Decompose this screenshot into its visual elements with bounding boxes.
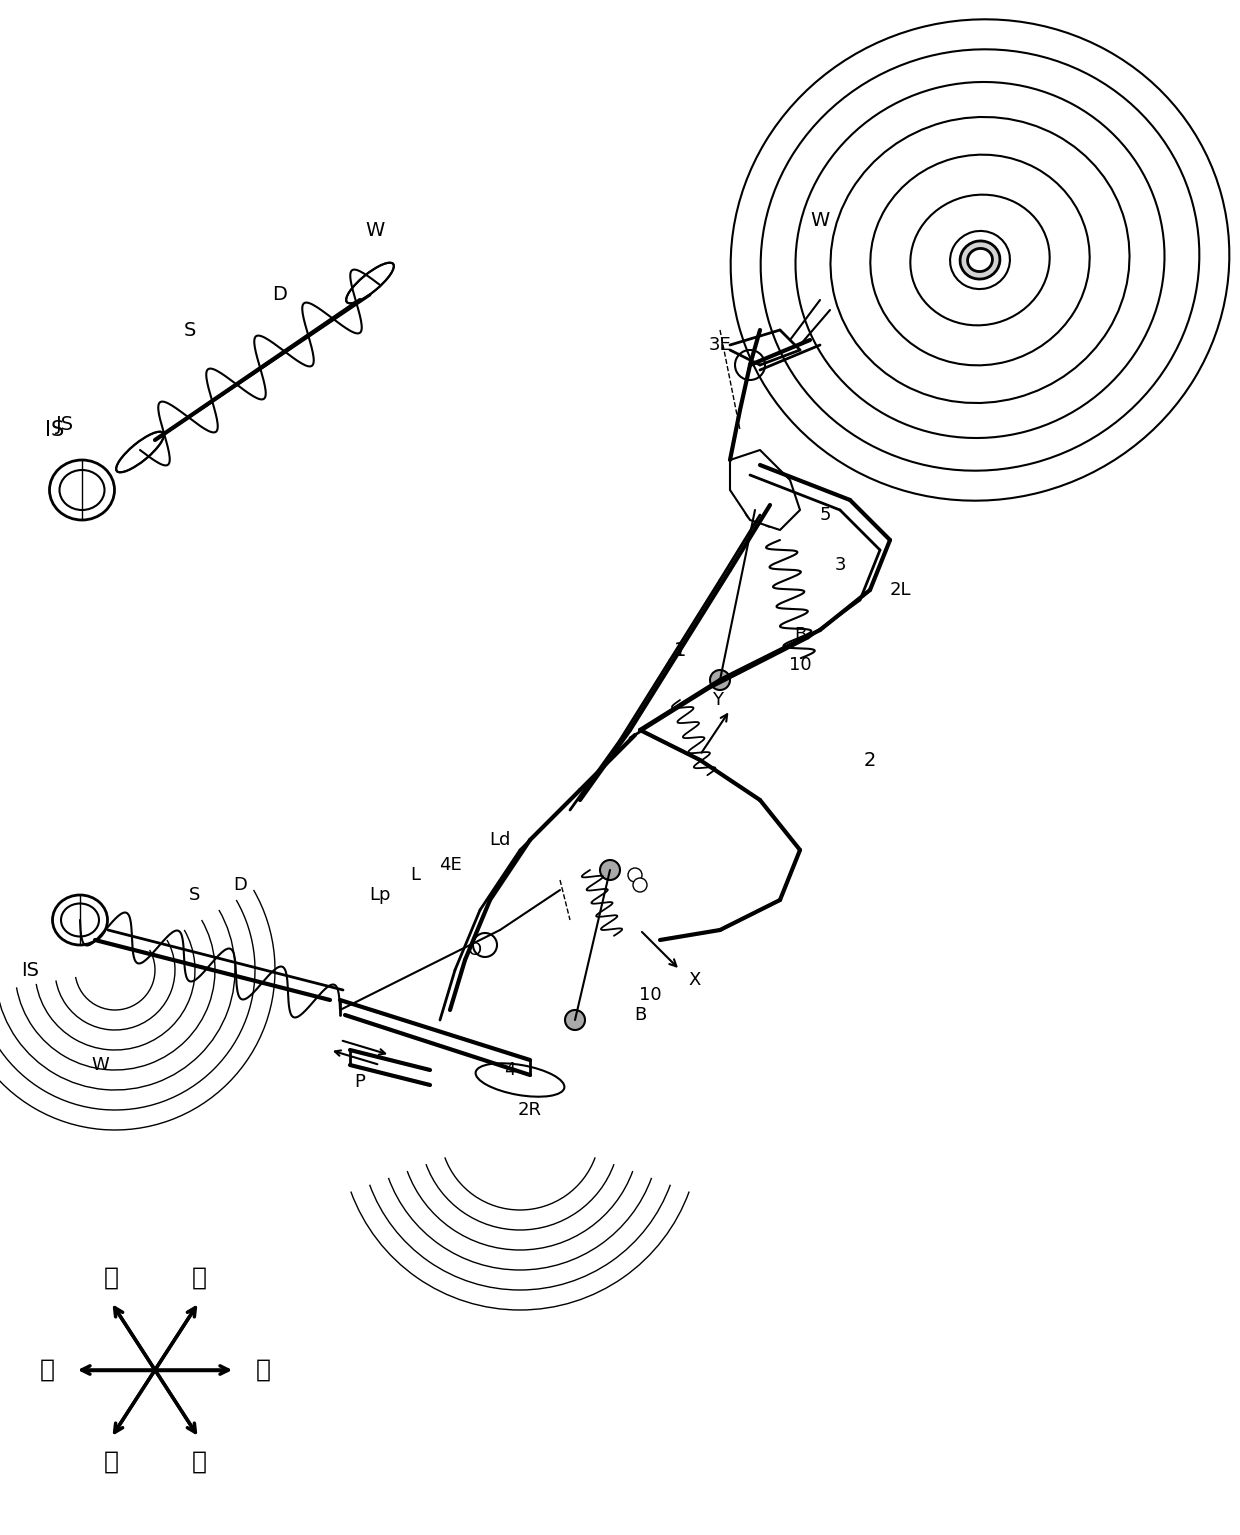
- Text: W: W: [811, 210, 830, 230]
- Text: IS: IS: [46, 421, 64, 441]
- Ellipse shape: [960, 241, 999, 279]
- Circle shape: [565, 1010, 585, 1030]
- Text: 2L: 2L: [889, 582, 910, 599]
- Text: S: S: [190, 886, 201, 904]
- Text: O: O: [467, 941, 482, 959]
- Text: 3: 3: [835, 556, 846, 574]
- Circle shape: [627, 867, 642, 883]
- Circle shape: [711, 669, 730, 691]
- Text: 右: 右: [103, 1451, 119, 1474]
- Text: 上: 上: [40, 1358, 55, 1382]
- Text: 2R: 2R: [518, 1101, 542, 1119]
- Text: B: B: [794, 626, 806, 645]
- Text: IS: IS: [21, 961, 38, 979]
- Text: Y: Y: [713, 691, 723, 709]
- Text: 前: 前: [191, 1451, 207, 1474]
- Ellipse shape: [50, 460, 114, 520]
- Text: 5: 5: [820, 507, 831, 523]
- Text: 下: 下: [255, 1358, 270, 1382]
- Text: 10: 10: [789, 655, 811, 674]
- Ellipse shape: [967, 249, 992, 272]
- Text: 1: 1: [673, 640, 686, 660]
- Text: 10: 10: [639, 985, 661, 1004]
- Text: Lp: Lp: [370, 886, 391, 904]
- Text: 后: 后: [103, 1266, 119, 1289]
- Text: B: B: [634, 1005, 646, 1024]
- Circle shape: [763, 513, 777, 527]
- Text: JS: JS: [56, 416, 74, 434]
- Ellipse shape: [52, 895, 108, 946]
- Circle shape: [745, 500, 765, 520]
- Text: 2: 2: [864, 751, 877, 769]
- Text: P: P: [355, 1073, 366, 1091]
- Ellipse shape: [117, 431, 164, 473]
- Ellipse shape: [346, 262, 394, 304]
- Circle shape: [600, 860, 620, 880]
- Text: W: W: [91, 1056, 109, 1074]
- Text: 4: 4: [505, 1061, 516, 1079]
- Text: S: S: [184, 321, 196, 339]
- Text: D: D: [233, 876, 247, 893]
- Text: W: W: [366, 221, 384, 239]
- Text: 3E: 3E: [708, 336, 732, 355]
- Text: L: L: [410, 866, 420, 884]
- Circle shape: [753, 503, 768, 517]
- Text: X: X: [688, 972, 701, 989]
- Text: Ld: Ld: [490, 830, 511, 849]
- Text: 左: 左: [191, 1266, 207, 1289]
- Text: D: D: [273, 286, 288, 304]
- Circle shape: [632, 878, 647, 892]
- Ellipse shape: [476, 1064, 564, 1096]
- Text: 4E: 4E: [439, 857, 461, 873]
- Polygon shape: [730, 450, 800, 530]
